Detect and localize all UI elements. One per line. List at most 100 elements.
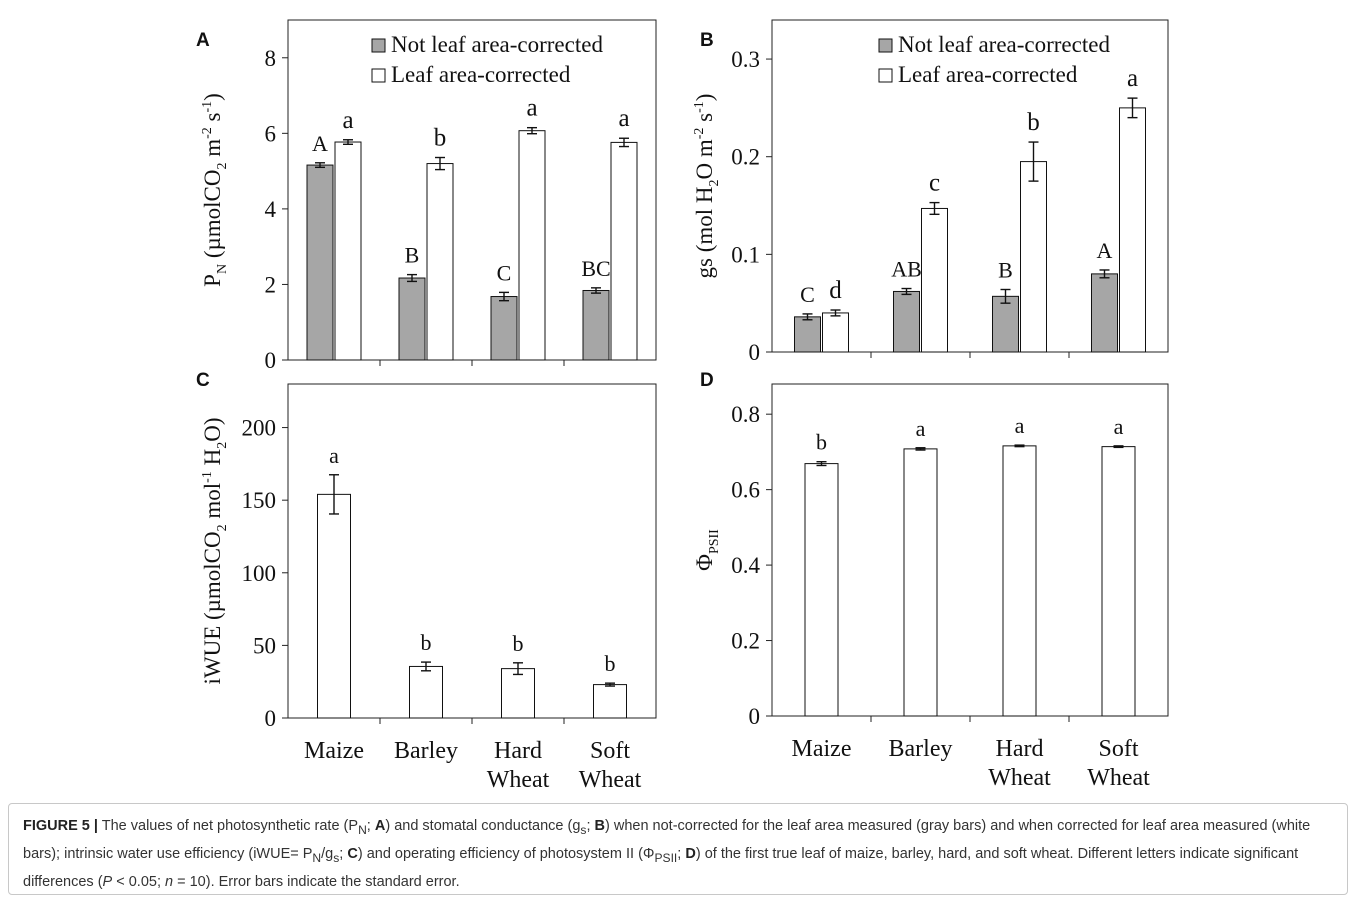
- bar: [593, 684, 627, 719]
- significance-letter: C: [497, 260, 512, 285]
- y-tick-label: 0.2: [731, 145, 760, 170]
- significance-letter: a: [329, 443, 339, 468]
- error-bar: [435, 156, 445, 171]
- legend-swatch: [878, 38, 893, 53]
- bar: [804, 463, 839, 717]
- error-bar: [929, 201, 940, 216]
- caption-label: FIGURE 5 |: [23, 818, 98, 834]
- bar: [992, 295, 1019, 353]
- bar: [921, 207, 948, 353]
- panel-label: A: [196, 30, 210, 51]
- bar: [426, 163, 454, 361]
- significance-letter: a: [1015, 413, 1025, 438]
- bar: [334, 141, 362, 361]
- error-bar: [901, 287, 912, 296]
- error-bar: [315, 162, 325, 169]
- panel-label: D: [700, 370, 714, 391]
- legend-swatch: [371, 68, 386, 83]
- y-tick-label: 6: [265, 121, 277, 146]
- significance-letter: AB: [891, 257, 922, 282]
- error-bar: [605, 682, 615, 687]
- error-bar: [527, 126, 537, 135]
- significance-letter: b: [816, 430, 827, 455]
- error-bar: [915, 447, 926, 451]
- significance-letter: a: [1114, 414, 1124, 439]
- x-tick-label: Soft Wheat: [1087, 736, 1150, 791]
- bar: [1091, 273, 1118, 353]
- error-bar: [1014, 444, 1025, 448]
- y-tick-label: 0: [265, 348, 277, 373]
- y-tick-label: 200: [242, 416, 277, 441]
- error-bar: [830, 309, 841, 317]
- y-tick-label: 0: [265, 706, 277, 731]
- significance-letter: C: [800, 282, 815, 307]
- y-axis-label: iWUE (µmolCO2 mol-1 H2O): [200, 417, 230, 684]
- panel-label: C: [196, 370, 210, 391]
- x-tick-label: Maize: [792, 736, 852, 762]
- significance-letter: a: [1127, 65, 1138, 92]
- error-bar: [499, 291, 509, 302]
- legend-label: Leaf area-corrected: [391, 62, 571, 87]
- bar: [306, 164, 334, 361]
- significance-letter: B: [405, 243, 420, 268]
- x-tick-label: Barley: [394, 738, 458, 764]
- y-tick-label: 0.3: [731, 47, 760, 72]
- error-bar: [619, 137, 629, 148]
- bar: [1020, 161, 1047, 353]
- y-tick-label: 0.4: [731, 553, 760, 578]
- bar: [409, 665, 443, 719]
- bar: [1002, 445, 1037, 717]
- error-bar: [1099, 269, 1110, 279]
- bar: [582, 289, 610, 361]
- legend-swatch: [878, 68, 893, 83]
- significance-letter: d: [829, 277, 842, 304]
- x-tick-label: Hard Wheat: [487, 738, 550, 793]
- error-bar: [1028, 141, 1039, 182]
- error-bar: [329, 474, 339, 515]
- significance-letter: b: [421, 630, 432, 655]
- legend: Not leaf area-corrected Leaf area-correct…: [878, 32, 1110, 87]
- error-bar: [591, 287, 601, 294]
- significance-letter: b: [434, 125, 447, 152]
- significance-letter: b: [513, 631, 524, 656]
- significance-letter: A: [312, 131, 328, 156]
- x-tick-label: Hard Wheat: [988, 736, 1051, 791]
- chart-panel-b: B 0 0.1 0.2 0.3 gs (mol H2O m-2 s-1) C AB B Ad c b a…: [692, 19, 1169, 365]
- y-axis-label: PN (µmolCO2 m-2 s-1): [200, 93, 230, 287]
- bar: [317, 493, 351, 719]
- legend-swatch: [371, 38, 386, 53]
- bar: [1119, 107, 1146, 353]
- significance-letter: A: [1097, 238, 1113, 263]
- bar: [518, 130, 546, 361]
- y-tick-label: 150: [242, 488, 277, 513]
- significance-letter: a: [342, 107, 353, 134]
- y-tick-label: 0: [749, 340, 761, 365]
- bar: [903, 448, 938, 717]
- y-axis-label: gs (mol H2O m-2 s-1): [692, 94, 722, 279]
- bar: [490, 296, 518, 361]
- legend: Not leaf area-corrected Leaf area-correct…: [371, 32, 603, 87]
- bar: [822, 312, 849, 353]
- panel-label: B: [700, 30, 714, 51]
- x-tick-label: Maize: [304, 738, 364, 764]
- y-axis-label: ΦPSII: [692, 529, 722, 571]
- bar: [398, 277, 426, 361]
- y-tick-label: 2: [265, 272, 277, 297]
- significance-letter: b: [1027, 109, 1040, 136]
- error-bar: [1113, 445, 1124, 449]
- y-tick-label: 0.8: [731, 402, 760, 427]
- significance-letter: c: [929, 170, 940, 197]
- y-tick-label: 0.2: [731, 629, 760, 654]
- legend-label: Not leaf area-corrected: [391, 32, 603, 57]
- error-bar: [816, 461, 827, 467]
- y-tick-label: 0.1: [731, 242, 760, 267]
- error-bar: [343, 139, 353, 145]
- y-tick-label: 0: [749, 704, 761, 729]
- error-bar: [802, 313, 813, 321]
- legend-label: Not leaf area-corrected: [898, 32, 1110, 57]
- y-tick-label: 8: [265, 46, 277, 71]
- y-tick-label: 50: [253, 633, 276, 658]
- bar: [610, 141, 638, 361]
